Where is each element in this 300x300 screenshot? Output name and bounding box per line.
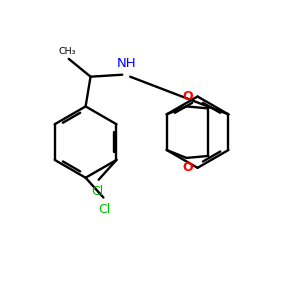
Text: O: O: [182, 90, 193, 104]
Text: Cl: Cl: [92, 185, 104, 198]
Text: O: O: [182, 161, 193, 174]
Text: CH₃: CH₃: [58, 47, 76, 56]
Text: NH: NH: [116, 57, 136, 70]
Text: Cl: Cl: [98, 202, 111, 215]
